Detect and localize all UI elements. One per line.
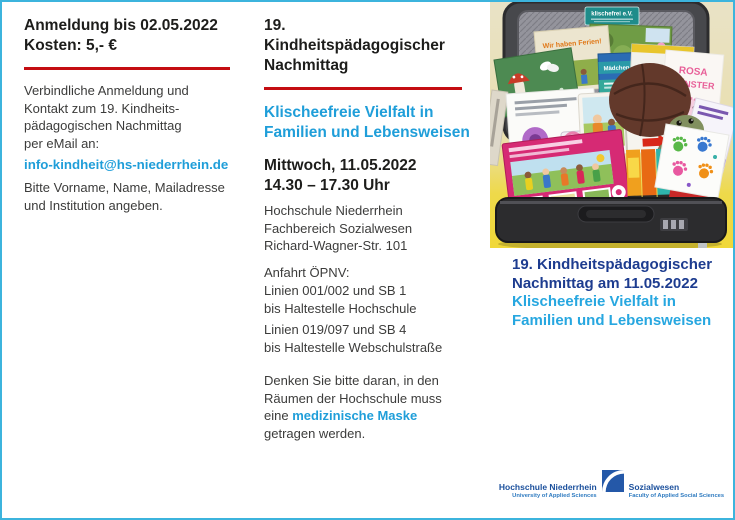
caption-line2: Nachmittag am 11.05.2022 — [512, 274, 698, 292]
org-subtitle: University of Applied Sciences — [512, 493, 597, 499]
registration-note-line: Bitte Vorname, Name, Mailadresse — [24, 180, 225, 195]
event-subtitle-line2: Familien und Lebensweisen — [264, 124, 470, 141]
suitcase-label: klischefrei e.V. — [584, 6, 640, 26]
address-line: Hochschule Niederrhein — [264, 203, 403, 218]
registration-body-line: per eMail an: — [24, 135, 100, 151]
mask-line-prefix: eine — [264, 408, 293, 423]
transit-line: bis Haltestelle Webschulstraße — [264, 339, 443, 355]
mask-notice-line: eine medizinische Maske — [264, 407, 470, 425]
photo-caption: 19. Kindheitspädagogischer Nachmittag am… — [512, 256, 733, 330]
transit-line: Linien 019/097 und SB 4 — [264, 322, 407, 337]
event-datetime: Mittwoch, 11.05.2022 14.30 – 17.30 Uhr — [264, 156, 470, 196]
transit-lines-1: Linien 001/002 und SB 1 bis Haltestelle … — [264, 282, 470, 317]
registration-body-line: Verbindliche Anmeldung und — [24, 83, 189, 98]
address-line: Fachbereich Sozialwesen — [264, 220, 413, 236]
event-time: 14.30 – 17.30 Uhr — [264, 177, 390, 194]
red-divider — [24, 67, 230, 70]
registration-heading-line1: Anmeldung bis 02.05.2022 — [24, 17, 218, 34]
registration-heading: Anmeldung bis 02.05.2022 Kosten: 5,- € — [24, 16, 236, 56]
event-column: 19. Kindheitspädagogischer Nachmittag Kl… — [264, 16, 470, 442]
transit-heading: Anfahrt ÖPNV: — [264, 264, 350, 280]
transit-line: bis Haltestelle Hochschule — [264, 300, 417, 316]
rosa-title-line1: ROSA — [678, 65, 708, 78]
caption-line3: Klischeefreie Vielfalt in — [512, 293, 676, 310]
logo-org-block: Hochschule Niederrhein University of App… — [499, 482, 597, 500]
registration-body-line: pädagogischen Nachmittag — [24, 118, 182, 133]
address-line: Richard-Wagner-Str. 101 — [264, 238, 408, 253]
event-heading-line1: 19. Kindheitspädagogischer — [264, 17, 445, 54]
mask-notice-line: getragen werden. — [264, 425, 366, 441]
event-subtitle: Klischeefreie Vielfalt in Familien und L… — [264, 103, 470, 143]
event-address: Hochschule Niederrhein Fachbereich Sozia… — [264, 202, 470, 255]
registration-note-line: und Institution angeben. — [24, 197, 163, 213]
dept-name: Sozialwesen — [628, 482, 680, 492]
registration-body: Verbindliche Anmeldung und Kontakt zum 1… — [24, 82, 236, 152]
mask-notice-line: Denken Sie bitte daran, in den — [264, 373, 439, 388]
org-name: Hochschule Niederrhein — [498, 482, 597, 492]
mask-notice: Denken Sie bitte daran, in den Räumen de… — [264, 372, 470, 442]
logo-dept-block: Sozialwesen Faculty of Applied Social Sc… — [629, 482, 724, 500]
suitcase-label-text: klischefrei e.V. — [591, 12, 633, 18]
caption-line4: Familien und Lebensweisen — [512, 311, 712, 329]
contact-email-link[interactable]: info-kindheit@hs-niederrhein.de — [24, 157, 229, 172]
event-date: Mittwoch, 11.05.2022 — [264, 157, 417, 174]
maedchen-book-title: Mädchen und — [603, 65, 642, 72]
event-heading: 19. Kindheitspädagogischer Nachmittag — [264, 16, 470, 76]
red-divider — [264, 87, 462, 90]
event-subtitle-line1: Klischeefreie Vielfalt in — [264, 104, 434, 121]
suitcase-base — [495, 197, 727, 243]
handprint-sheet — [654, 123, 730, 199]
suitcase-photo-illustration: klischefrei e.V. Wir haben Ferien! — [481, 2, 733, 250]
dept-subtitle: Faculty of Applied Social Sciences — [628, 493, 725, 499]
transit-line: Linien 001/002 und SB 1 — [264, 283, 407, 298]
event-heading-line2: Nachmittag — [264, 57, 349, 74]
university-logo: Hochschule Niederrhein University of App… — [490, 470, 733, 500]
registration-heading-line2: Kosten: 5,- € — [24, 37, 118, 54]
caption-line1: 19. Kindheitspädagogischer — [512, 256, 713, 273]
registration-note: Bitte Vorname, Name, Mailadresse und Ins… — [24, 179, 236, 214]
hochschule-niederrhein-logo-icon — [601, 470, 624, 492]
suitcase-photo: klischefrei e.V. Wir haben Ferien! — [481, 2, 733, 250]
registration-body-line: Kontakt zum 19. Kindheits- — [24, 100, 180, 116]
registration-column: Anmeldung bis 02.05.2022 Kosten: 5,- € V… — [24, 16, 236, 214]
mask-notice-line: Räumen der Hochschule muss — [264, 390, 442, 406]
transit-lines-2: Linien 019/097 und SB 4 bis Haltestelle … — [264, 321, 470, 356]
mask-highlight: medizinische Maske — [292, 408, 418, 423]
